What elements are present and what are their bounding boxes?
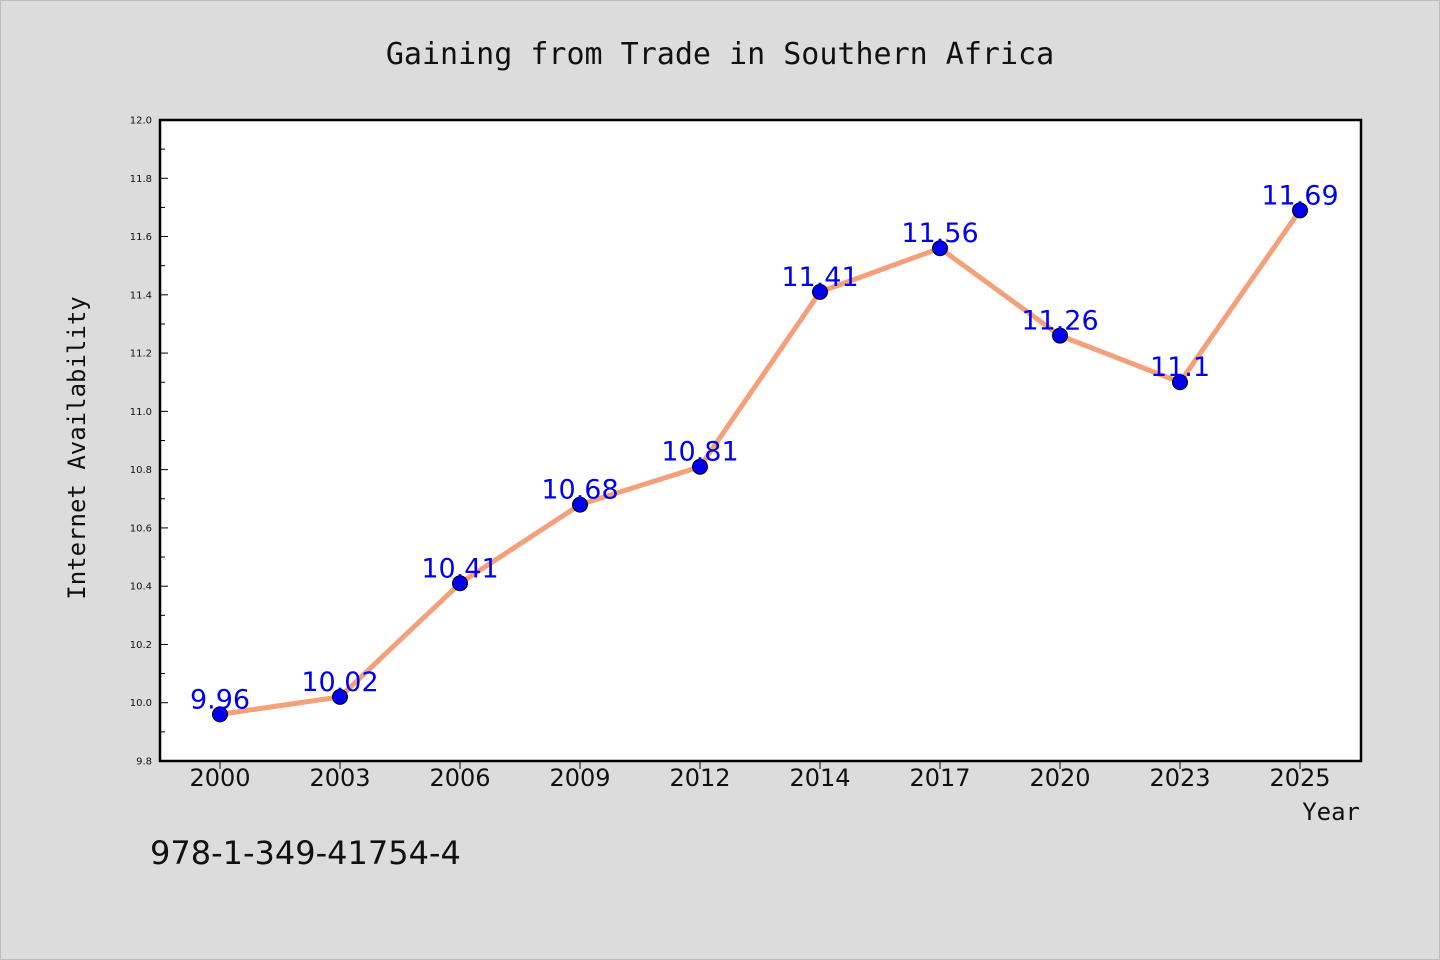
footnote-isbn: 978-1-349-41754-4 [150, 834, 461, 872]
data-label: 11.1 [1150, 352, 1210, 383]
y-axis-label: Internet Availability [63, 296, 91, 599]
y-tick-label: 10.6 [130, 523, 152, 534]
y-tick-label: 11.6 [130, 232, 152, 243]
series-line [217, 207, 1303, 717]
x-tick-label: 2017 [909, 764, 970, 792]
x-tick-label: 2014 [789, 764, 850, 792]
y-tick-label: 11.0 [130, 407, 152, 418]
y-tick-label: 11.2 [130, 349, 152, 360]
data-label: 11.41 [781, 262, 858, 293]
data-point [692, 458, 708, 475]
x-axis: 2000 2003 2006 2009 2012 2014 2017 2020 2023 2025 [189, 761, 1331, 792]
x-tick-label: 2000 [189, 764, 250, 792]
x-tick-label: 2023 [1149, 764, 1210, 792]
x-tick-label: 2025 [1269, 764, 1330, 792]
y-tick-label: 10.0 [130, 698, 152, 709]
data-point [1292, 202, 1308, 219]
data-label: 11.69 [1261, 180, 1338, 211]
y-tick-label: 9.8 [136, 757, 152, 768]
x-tick-label: 2009 [549, 764, 610, 792]
data-point [812, 283, 828, 300]
data-label: 11.56 [901, 218, 978, 249]
y-tick-label: 10.2 [130, 640, 152, 651]
y-tick-label: 10.8 [130, 465, 152, 476]
y-tick-label: 11.4 [130, 290, 152, 301]
data-label: 10.02 [301, 667, 378, 698]
y-tick-label: 10.4 [130, 582, 152, 593]
x-tick-label: 2020 [1029, 764, 1090, 792]
x-tick-label: 2012 [669, 764, 730, 792]
data-point [932, 240, 948, 257]
data-label: 9.96 [190, 684, 250, 715]
x-axis-label: Year [1302, 798, 1360, 826]
data-label: 11.26 [1021, 306, 1098, 337]
data-point [332, 688, 348, 705]
plot-area [158, 118, 1363, 763]
y-axis: 9.8 10.0 10.2 10.4 10.6 10.8 11.0 11.2 11.4 11.6 1… [130, 116, 168, 768]
x-tick-label: 2003 [309, 764, 370, 792]
data-point [1052, 327, 1068, 344]
data-label: 10.81 [661, 437, 738, 468]
data-label: 10.68 [541, 475, 618, 506]
data-point [452, 575, 468, 592]
series-0: 9.96 10.02 10.41 10.68 10.81 11.41 11.56 11.26 1… [190, 180, 1339, 723]
y-tick-label: 11.8 [130, 174, 152, 185]
data-point [212, 706, 228, 723]
data-point [572, 496, 588, 513]
y-tick-label: 12.0 [130, 116, 152, 127]
chart-title: Gaining from Trade in Southern Africa [386, 37, 1054, 72]
x-tick-label: 2006 [429, 764, 490, 792]
data-point [1172, 374, 1188, 391]
data-label: 10.41 [421, 553, 498, 584]
